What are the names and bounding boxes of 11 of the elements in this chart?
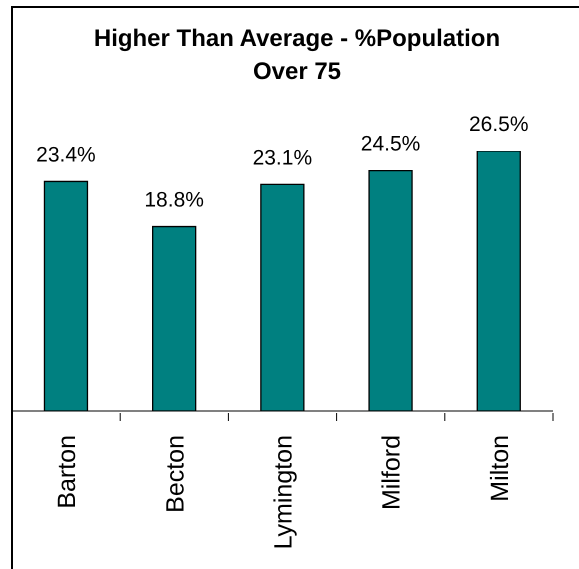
data-label: 18.8% (144, 188, 204, 212)
x-tick-label: Lymington (270, 435, 298, 550)
data-label: 23.1% (252, 146, 312, 170)
x-tick-label: Milton (486, 435, 514, 502)
data-label: 23.4% (36, 143, 96, 166)
data-label: 24.5% (360, 132, 420, 156)
data-label: 26.5% (468, 113, 529, 136)
x-tick-label: Becton (161, 435, 190, 513)
x-tick-label: Milford (378, 435, 406, 510)
chart-title: Higher Than Average - %Population Over 75 (92, 24, 502, 87)
x-tick-label: Barton (53, 435, 82, 509)
